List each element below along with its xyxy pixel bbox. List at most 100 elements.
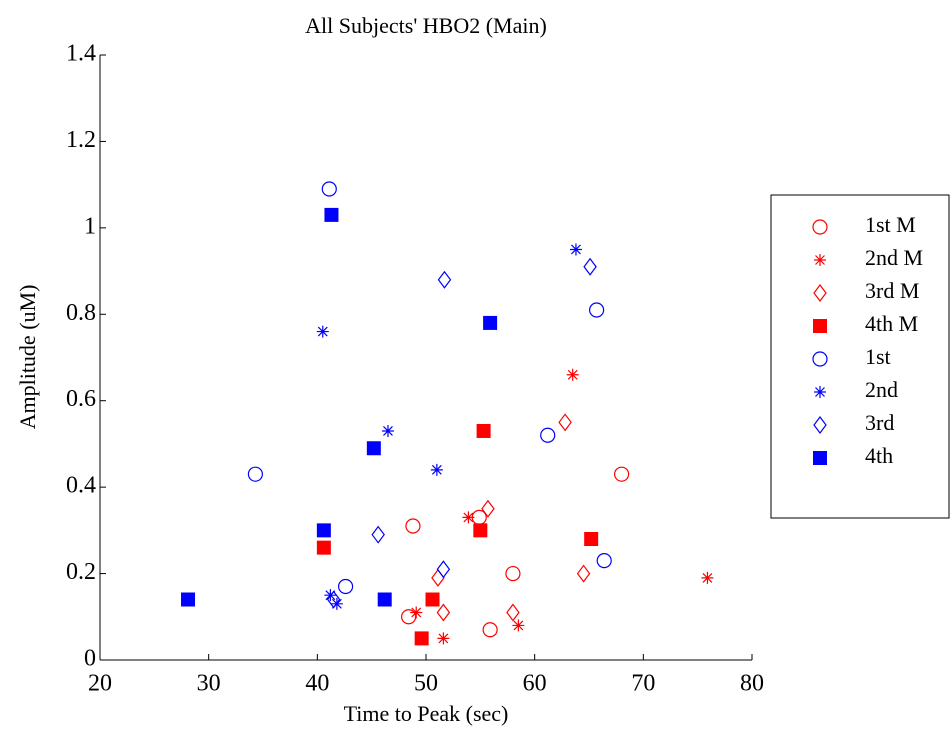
- marker-shape: [436, 560, 451, 579]
- marker-shape: [483, 315, 498, 330]
- point: [181, 592, 196, 607]
- marker-shape: [813, 284, 827, 302]
- marker-shape: [701, 571, 714, 584]
- point: [430, 463, 443, 476]
- point: [377, 592, 392, 607]
- marker-shape: [814, 254, 826, 266]
- marker-shape: [482, 622, 498, 638]
- y-tick-label: 0.8: [66, 300, 96, 326]
- point: [584, 532, 599, 546]
- point: [558, 413, 572, 432]
- marker-shape: [506, 603, 520, 622]
- y-tick-label: 0: [84, 646, 96, 672]
- marker-shape: [247, 466, 263, 482]
- point: [583, 257, 597, 276]
- point: [316, 540, 331, 555]
- legend-marker: [813, 451, 827, 465]
- x-tick-label: 70: [631, 671, 655, 697]
- y-tick-label: 1: [84, 213, 96, 239]
- marker-shape: [583, 257, 597, 276]
- point: [324, 207, 339, 222]
- marker-shape: [430, 463, 443, 476]
- point: [316, 523, 331, 538]
- point: [437, 632, 450, 645]
- marker-shape: [596, 553, 612, 569]
- x-tick-label: 50: [414, 671, 438, 697]
- point: [337, 578, 354, 595]
- marker-shape: [814, 386, 826, 398]
- marker-shape: [437, 632, 450, 645]
- x-tick-label: 80: [740, 671, 764, 697]
- marker-shape: [576, 564, 591, 583]
- y-tick-label: 0.2: [66, 559, 96, 585]
- marker-shape: [316, 523, 331, 538]
- marker-shape: [813, 416, 827, 434]
- point: [436, 560, 451, 579]
- marker-shape: [812, 351, 828, 367]
- point: [371, 525, 385, 544]
- point: [482, 622, 498, 638]
- marker-shape: [181, 592, 196, 607]
- point: [326, 590, 341, 609]
- marker-shape: [410, 606, 423, 619]
- point: [483, 315, 498, 330]
- point: [569, 243, 582, 256]
- point: [613, 466, 630, 482]
- marker-shape: [812, 219, 828, 235]
- point: [462, 511, 475, 524]
- point: [476, 423, 491, 438]
- point: [540, 427, 556, 443]
- legend-label: 2nd: [865, 377, 898, 402]
- point: [589, 302, 605, 318]
- marker-shape: [473, 523, 488, 538]
- legend-marker: [812, 219, 828, 235]
- marker-shape: [377, 592, 392, 607]
- legend-label: 3rd M: [865, 278, 919, 303]
- legend-marker: [814, 254, 826, 266]
- point: [410, 606, 423, 619]
- y-tick-label: 1.2: [66, 127, 96, 153]
- marker-shape: [425, 592, 440, 607]
- marker-shape: [589, 302, 605, 318]
- chart-title: All Subjects' HBO2 (Main): [305, 13, 547, 38]
- point: [405, 518, 421, 534]
- y-tick-label: 0.4: [66, 473, 96, 499]
- marker-shape: [316, 325, 329, 338]
- marker-shape: [371, 525, 385, 544]
- legend-marker: [813, 319, 827, 333]
- marker-shape: [481, 499, 495, 518]
- marker-shape: [405, 518, 421, 534]
- point: [425, 592, 440, 607]
- marker-shape: [566, 368, 579, 381]
- point: [506, 603, 520, 622]
- point: [701, 571, 714, 584]
- marker-shape: [613, 466, 630, 482]
- x-axis-label: Time to Peak (sec): [344, 701, 509, 726]
- marker-shape: [324, 207, 339, 222]
- point: [401, 609, 417, 625]
- point: [512, 619, 525, 632]
- marker-shape: [462, 511, 475, 524]
- marker-shape: [540, 427, 556, 443]
- legend-label: 3rd: [865, 410, 894, 435]
- marker-shape: [569, 243, 582, 256]
- legend-label: 1st: [865, 344, 891, 369]
- point: [381, 424, 394, 437]
- y-axis-label: Amplitude (uM): [15, 285, 40, 430]
- marker-shape: [476, 423, 491, 438]
- marker-shape: [326, 590, 341, 609]
- point: [576, 564, 591, 583]
- y-tick-label: 0.6: [66, 386, 96, 412]
- legend-marker: [813, 284, 827, 302]
- marker-shape: [505, 565, 521, 582]
- point: [414, 631, 429, 646]
- point: [505, 565, 521, 582]
- marker-shape: [584, 532, 599, 546]
- marker-shape: [813, 319, 827, 333]
- marker-shape: [321, 181, 337, 197]
- legend-marker: [814, 386, 826, 398]
- point: [316, 325, 329, 338]
- point: [437, 270, 452, 289]
- marker-shape: [316, 540, 331, 555]
